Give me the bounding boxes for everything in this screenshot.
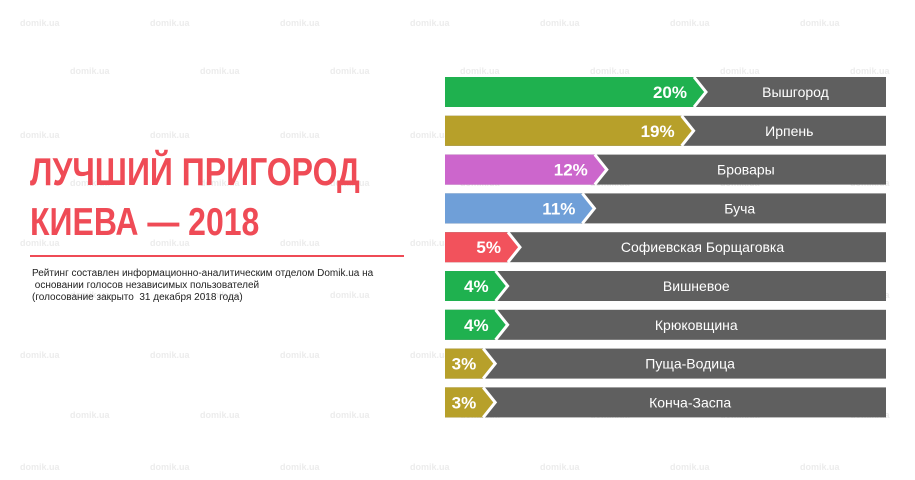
page-title: ЛУЧШИЙ ПРИГОРОД КИЕВА — 2018 — [30, 148, 360, 248]
bar-category-label: Софиевская Борщаговка — [621, 239, 785, 255]
bar-category-label: Конча-Заспа — [649, 394, 731, 410]
subtitle-line-3: (голосование закрыто 31 декабря 2018 год… — [32, 292, 243, 303]
bar-arrow-outline — [494, 270, 510, 302]
bar-track — [445, 348, 886, 379]
bar-row: 5% Софиевская Борщаговка — [445, 231, 886, 264]
subtitle: Рейтинг составлен информационно-аналитич… — [32, 268, 412, 304]
bar — [445, 387, 495, 418]
bar-row: 11% Буча — [445, 192, 886, 225]
bar-row: 12% Бровары — [445, 153, 886, 186]
bar — [445, 232, 519, 263]
bar — [445, 154, 606, 185]
bar-arrow-outline — [692, 76, 708, 108]
bar-row: 19% Ирпень — [445, 114, 886, 147]
bar-value-label: 4% — [464, 316, 489, 335]
bar — [445, 77, 705, 107]
bar-value-label: 4% — [464, 277, 489, 296]
title-line-1: ЛУЧШИЙ ПРИГОРОД — [30, 151, 360, 194]
subtitle-line-2: основании голосов независимых пользовате… — [32, 280, 260, 291]
bar — [445, 348, 495, 379]
bar-row: 4% Крюковщина — [445, 308, 886, 341]
bar-category-label: Бровары — [717, 162, 775, 178]
bar-arrow-outline — [494, 308, 510, 341]
bar-arrow-outline — [581, 192, 597, 225]
title-line-2: КИЕВА — 2018 — [30, 201, 260, 244]
bar-value-label: 19% — [641, 122, 675, 141]
bar — [445, 271, 507, 301]
bar-track — [445, 309, 886, 340]
bar-row: 4% Вишневое — [445, 270, 886, 302]
bar-value-label: 3% — [452, 393, 477, 412]
bar-category-label: Пуща-Водица — [645, 356, 735, 372]
bar-track — [445, 271, 886, 301]
bar-category-label: Крюковщина — [655, 317, 738, 333]
bar-arrow-outline — [506, 231, 522, 264]
bar-category-label: Буча — [724, 200, 755, 216]
bar-row: 3% Пуща-Водица — [445, 347, 886, 380]
bar-category-label: Вишневое — [663, 278, 730, 294]
bar-arrow-outline — [680, 114, 696, 147]
subtitle-line-1: Рейтинг составлен информационно-аналитич… — [32, 268, 374, 279]
bar-value-label: 11% — [542, 199, 575, 218]
bar-category-label: Ирпень — [765, 123, 813, 139]
bar-value-label: 20% — [653, 83, 687, 102]
bar — [445, 193, 594, 224]
bar-value-label: 5% — [476, 238, 501, 257]
bar-category-label: Вышгород — [762, 84, 829, 100]
bar-row: 3% Конча-Заспа — [445, 386, 886, 419]
bar-value-label: 12% — [554, 161, 588, 180]
bar-arrow-outline — [593, 153, 609, 186]
title-divider — [30, 255, 404, 257]
bar-row: 20% Вышгород — [445, 76, 886, 108]
bar-arrow-outline — [482, 347, 498, 380]
bar-track — [445, 387, 886, 418]
bar — [445, 115, 693, 146]
bar — [445, 309, 507, 340]
bar-arrow-outline — [482, 386, 498, 419]
bar-value-label: 3% — [452, 355, 477, 374]
